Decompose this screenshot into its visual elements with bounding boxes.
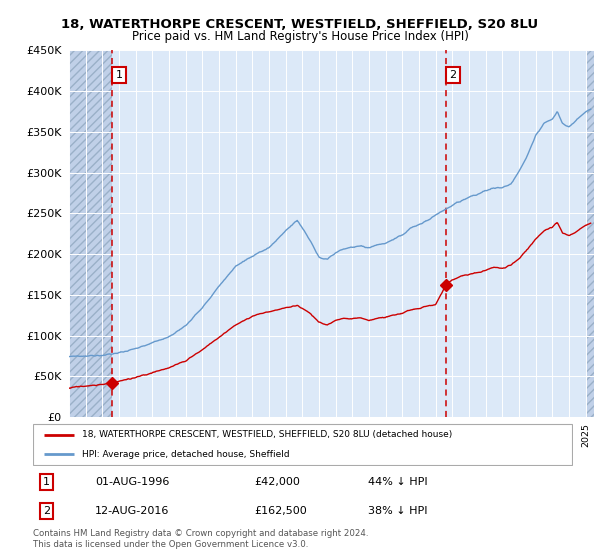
Text: 2: 2 [43,506,50,516]
Text: 01-AUG-1996: 01-AUG-1996 [95,477,169,487]
Text: £42,000: £42,000 [254,477,300,487]
Bar [586,50,594,417]
Text: Contains HM Land Registry data © Crown copyright and database right 2024.
This d: Contains HM Land Registry data © Crown c… [33,529,368,549]
Text: 18, WATERTHORPE CRESCENT, WESTFIELD, SHEFFIELD, S20 8LU: 18, WATERTHORPE CRESCENT, WESTFIELD, SHE… [61,18,539,31]
Text: 1: 1 [43,477,50,487]
Text: 12-AUG-2016: 12-AUG-2016 [95,506,169,516]
FancyBboxPatch shape [33,424,572,465]
Bar [69,50,112,417]
Text: Price paid vs. HM Land Registry's House Price Index (HPI): Price paid vs. HM Land Registry's House … [131,30,469,43]
Text: 2: 2 [449,70,457,80]
Text: 18, WATERTHORPE CRESCENT, WESTFIELD, SHEFFIELD, S20 8LU (detached house): 18, WATERTHORPE CRESCENT, WESTFIELD, SHE… [82,430,452,440]
Text: HPI: Average price, detached house, Sheffield: HPI: Average price, detached house, Shef… [82,450,289,459]
Text: 1: 1 [115,70,122,80]
Text: 38% ↓ HPI: 38% ↓ HPI [368,506,427,516]
Text: £162,500: £162,500 [254,506,307,516]
Text: 44% ↓ HPI: 44% ↓ HPI [368,477,427,487]
